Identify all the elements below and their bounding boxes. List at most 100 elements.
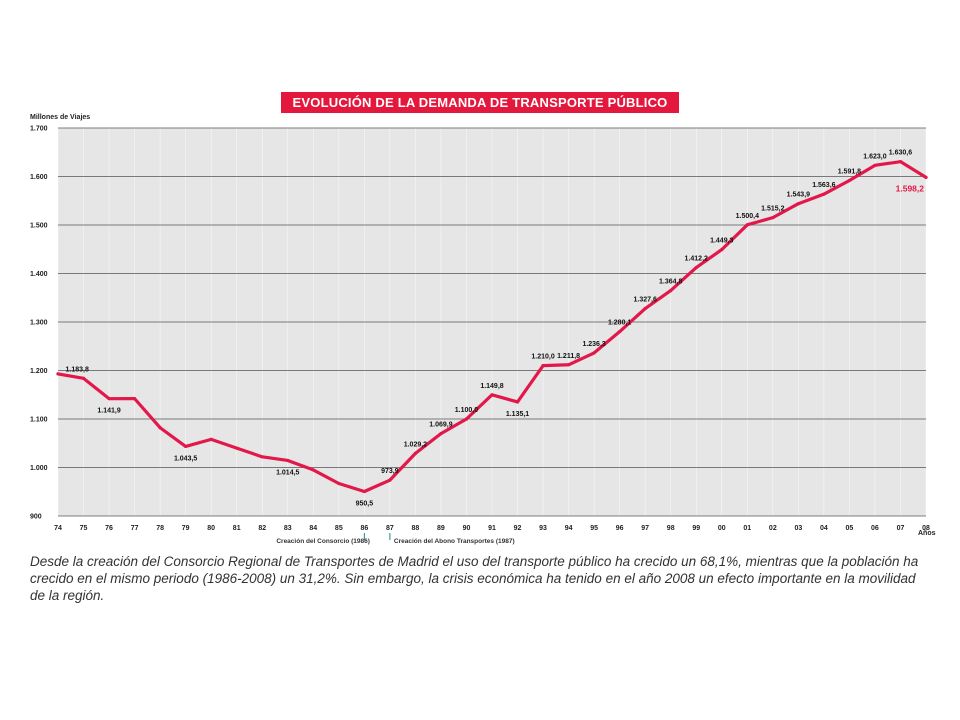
data-label: 1.364,8: [659, 279, 682, 286]
data-label: 1.598,2: [896, 183, 925, 193]
data-point: [56, 372, 60, 376]
y-tick-label: 1.100: [30, 417, 48, 424]
data-label: 1.591,8: [838, 168, 861, 175]
x-tick-label: 93: [539, 525, 547, 532]
caption-text: Desde la creación del Consorcio Regional…: [30, 554, 919, 603]
data-point: [107, 397, 111, 401]
data-label: 1.069,9: [429, 422, 452, 429]
x-axis-label: Años: [918, 530, 936, 537]
data-point: [720, 247, 724, 252]
y-tick-label: 1.400: [30, 271, 48, 278]
x-tick-label: 76: [105, 525, 113, 532]
y-tick-label: 1.200: [30, 368, 48, 375]
x-tick-label: 75: [80, 525, 88, 532]
data-label: 1.280,1: [608, 320, 631, 327]
data-label: 1.183,8: [66, 366, 89, 373]
chart-title: EVOLUCIÓN DE LA DEMANDA DE TRANSPORTE PÚ…: [292, 95, 668, 110]
data-point: [132, 397, 137, 401]
data-label: 1.412,2: [685, 256, 708, 263]
data-point: [669, 288, 673, 293]
x-tick-label: 91: [488, 525, 496, 532]
x-tick-label: 88: [412, 525, 420, 532]
data-point: [515, 400, 520, 404]
data-label: 1.149,8: [480, 383, 503, 390]
y-tick-label: 1.300: [30, 320, 48, 327]
x-tick-label: 83: [284, 525, 292, 532]
data-label: 1.014,5: [276, 469, 299, 476]
x-tick-label: 79: [182, 525, 190, 532]
data-point: [796, 202, 800, 206]
x-tick-label: 81: [233, 525, 241, 532]
x-tick-label: 98: [667, 525, 675, 532]
x-tick-label: 05: [846, 525, 854, 532]
data-point: [209, 437, 213, 441]
data-point: [439, 431, 443, 436]
x-tick-label: 77: [131, 525, 139, 532]
data-point: [541, 364, 545, 368]
annotation-consorcio: Creación del Consorcio (1986): [276, 538, 370, 545]
chart-title-box: EVOLUCIÓN DE LA DEMANDA DE TRANSPORTE PÚ…: [281, 92, 679, 113]
data-point: [924, 175, 928, 179]
data-label: 1.211,8: [557, 353, 580, 360]
data-point: [618, 330, 622, 334]
x-tick-label: 97: [641, 525, 649, 532]
y-axis-label: Millones de Viajes: [30, 114, 91, 121]
data-point: [388, 478, 392, 482]
x-tick-label: 92: [514, 525, 522, 532]
data-label: 1.135,1: [506, 411, 529, 418]
data-label: 1.100,0: [455, 407, 478, 414]
x-tick-label: 84: [309, 525, 317, 532]
data-point: [822, 192, 826, 196]
y-tick-label: 1.700: [30, 126, 48, 133]
x-tick-label: 85: [335, 525, 343, 532]
data-point: [898, 160, 903, 164]
x-tick-label: 90: [463, 525, 471, 532]
x-tick-label: 89: [437, 525, 445, 532]
x-tick-label: 06: [871, 525, 879, 532]
data-label: 1.543,9: [787, 192, 810, 199]
data-point: [873, 163, 877, 167]
y-tick-label: 900: [30, 514, 42, 521]
data-point: [592, 351, 596, 355]
x-tick-label: 07: [897, 525, 905, 532]
data-point: [260, 455, 264, 459]
data-point: [158, 426, 162, 430]
data-point: [694, 265, 698, 270]
data-label: 1.500,4: [736, 213, 759, 220]
data-point: [745, 223, 749, 227]
data-label: 1.029,2: [404, 441, 427, 448]
data-point: [771, 216, 775, 220]
data-label: 1.630,6: [889, 150, 912, 157]
data-label: 1.563,6: [812, 182, 835, 189]
data-point: [464, 417, 469, 421]
data-point: [235, 446, 239, 450]
x-tick-label: 01: [743, 525, 751, 532]
data-label: 1.327,6: [633, 297, 656, 304]
data-point: [643, 307, 647, 311]
x-tick-label: 78: [156, 525, 164, 532]
data-label: 1.236,3: [582, 341, 605, 348]
data-label: 1.210,0: [531, 354, 554, 361]
x-tick-label: 94: [565, 525, 573, 532]
x-tick-label: 96: [616, 525, 624, 532]
x-tick-label: 80: [207, 525, 215, 532]
annotation-abono: Creación del Abono Transportes (1987): [393, 538, 515, 545]
data-label: 973,9: [381, 468, 399, 475]
data-point: [490, 393, 494, 397]
data-label: 950,5: [356, 501, 374, 508]
x-tick-label: 74: [54, 525, 62, 532]
x-tick-label: 08: [922, 525, 930, 532]
x-tick-label: 82: [258, 525, 266, 532]
data-label: 1.043,5: [174, 455, 197, 462]
data-label: 1.449,3: [710, 238, 733, 245]
x-tick-label: 95: [590, 525, 598, 532]
data-point: [337, 481, 341, 486]
x-tick-label: 00: [718, 525, 726, 532]
data-point: [362, 489, 366, 494]
data-point: [847, 178, 852, 183]
x-tick-label: 04: [820, 525, 828, 532]
data-label: 1.515,2: [761, 206, 784, 213]
data-point: [286, 458, 290, 463]
x-tick-label: 02: [769, 525, 777, 532]
